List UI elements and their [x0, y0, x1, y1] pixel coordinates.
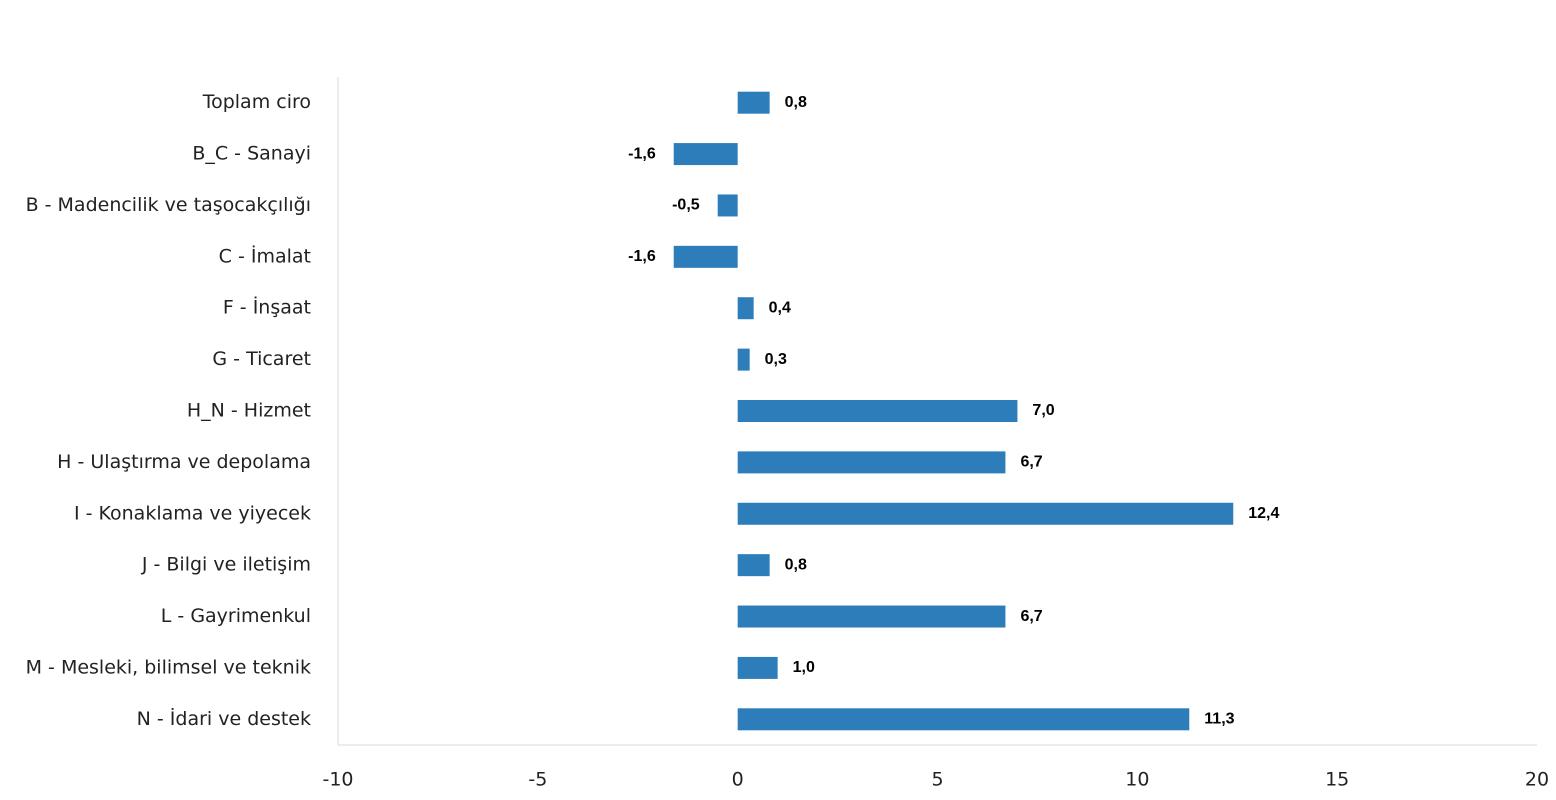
value-label: 7,0: [1032, 402, 1054, 419]
value-label: 0,3: [765, 351, 787, 368]
bar: [737, 451, 1006, 474]
value-label: 1,0: [793, 659, 815, 676]
y-tick-label: H_N - Hizmet: [187, 400, 311, 422]
y-tick-label: I - Konaklama ve yiyecek: [74, 502, 311, 524]
value-label: 6,7: [1020, 608, 1042, 625]
value-label: 11,3: [1204, 711, 1234, 728]
bar: [737, 708, 1190, 731]
y-tick-label: M - Mesleki, bilimsel ve teknik: [26, 656, 311, 678]
bar: [737, 91, 770, 114]
y-tick-label: J - Bilgi ve iletişim: [141, 554, 311, 576]
y-tick-label: C - İmalat: [219, 244, 311, 267]
bar: [737, 348, 750, 371]
bar: [737, 400, 1018, 422]
bar: [737, 554, 770, 577]
value-label: 0,8: [785, 94, 807, 111]
y-tick-label: F - İnşaat: [223, 296, 311, 319]
value-label: -1,6: [628, 145, 656, 162]
y-tick-label: N - İdari ve destek: [137, 707, 311, 730]
y-tick-label: Toplam ciro: [202, 91, 311, 113]
value-label: -0,5: [672, 197, 700, 214]
y-tick-label: B - Madencilik ve taşocakçılığı: [26, 194, 311, 216]
y-tick-label: B_C - Sanayi: [192, 143, 311, 165]
value-label: 0,4: [769, 299, 791, 316]
x-tick-label: 5: [931, 769, 943, 791]
bar: [737, 605, 1006, 628]
x-tick-label: -5: [528, 769, 547, 791]
y-tick-label: H - Ulaştırma ve depolama: [57, 451, 311, 473]
bar: [737, 297, 754, 320]
y-tick-label: G - Ticaret: [212, 348, 311, 370]
x-tick-label: -10: [322, 769, 353, 791]
value-label: -1,6: [628, 248, 656, 265]
x-tick-label: 15: [1325, 769, 1349, 791]
bar: [673, 245, 738, 268]
x-tick-label: 0: [732, 769, 744, 791]
value-label: 12,4: [1248, 505, 1279, 522]
bar: [737, 656, 778, 679]
value-label: 0,8: [785, 556, 807, 573]
bar: [673, 143, 738, 166]
x-tick-label: 20: [1525, 769, 1549, 791]
y-tick-label: L - Gayrimenkul: [161, 605, 311, 627]
x-tick-label: 10: [1125, 769, 1149, 791]
bar: [737, 502, 1234, 525]
bar: [717, 194, 738, 217]
value-label: 6,7: [1020, 454, 1042, 471]
